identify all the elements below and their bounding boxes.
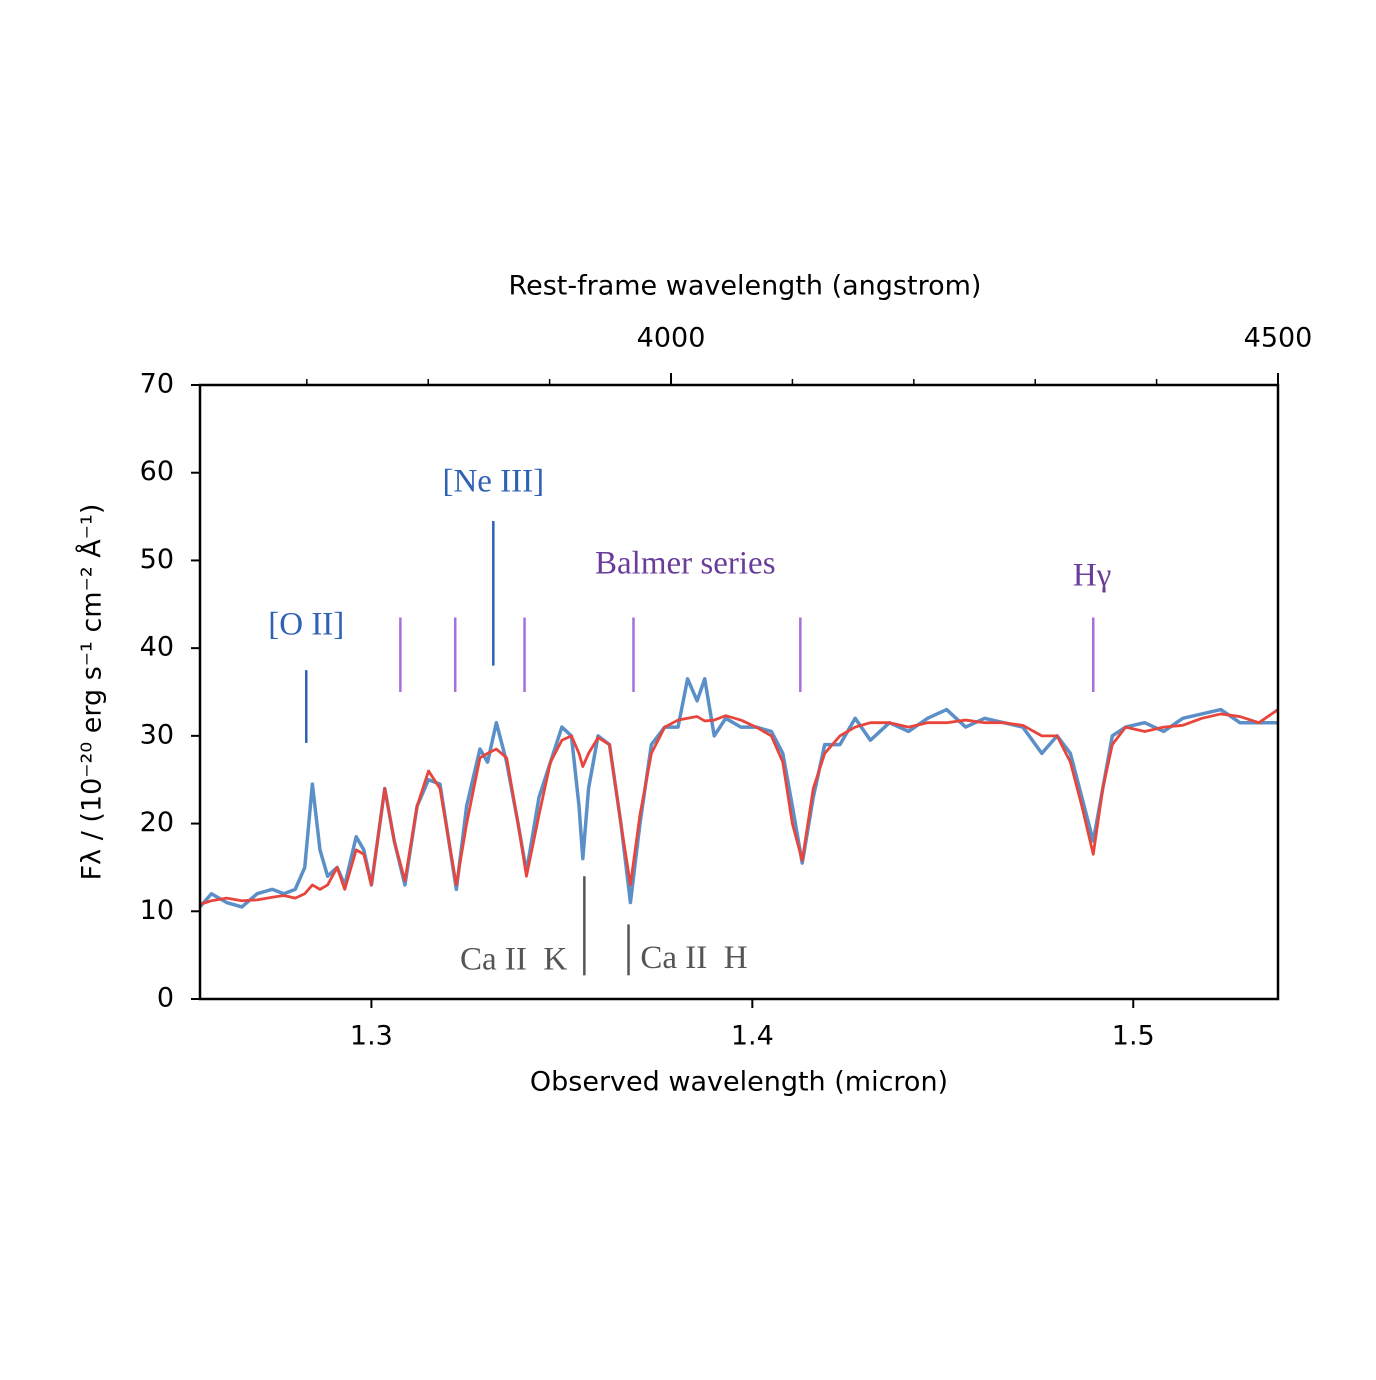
x2-tick-label: 4000 [637,323,706,354]
y-tick-label: 30 [140,719,174,750]
plot-frame [198,383,1280,1001]
y-tick-label: 10 [140,895,174,926]
x-tick-label: 1.5 [1112,1021,1155,1052]
annotation: Balmer series [595,545,776,581]
annotation: [O II] [268,607,344,643]
x2-axis-label: Rest-frame wavelength (angstrom) [509,271,982,302]
annotation: Ca II K [460,942,567,978]
y-tick-label: 60 [140,456,174,487]
annotation: Hγ [1073,558,1111,594]
x-tick-label: 1.4 [731,1021,774,1052]
annotation: Ca II H [640,940,747,976]
x2-tick-label: 4500 [1244,323,1313,354]
y-axis-label: Fλ / (10⁻²⁰ erg s⁻¹ cm⁻² Å⁻¹) [76,504,108,881]
spectrum-line [200,708,1278,906]
annotation: [Ne III] [442,464,544,500]
y-tick-label: 70 [140,369,174,400]
y-tick-label: 20 [140,807,174,838]
y-tick-label: 0 [157,983,174,1014]
x-axis-label: Observed wavelength (micron) [530,1067,948,1098]
y-tick-label: 40 [140,632,174,663]
y-tick-label: 50 [140,544,174,575]
x-tick-label: 1.3 [350,1021,393,1052]
